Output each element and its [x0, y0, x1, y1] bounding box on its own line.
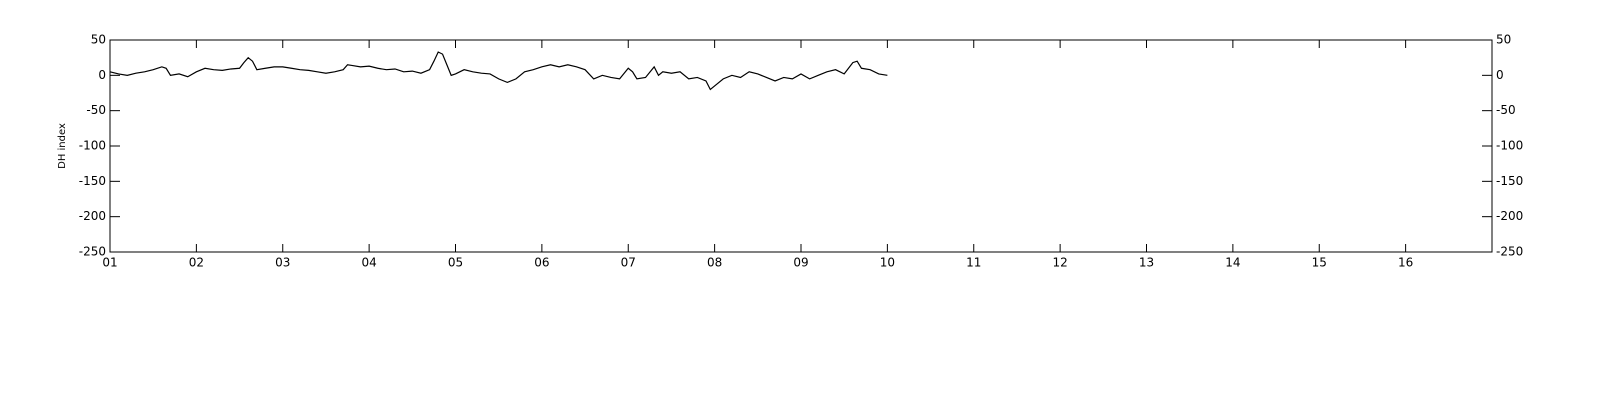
- x-tick-label: 06: [534, 256, 549, 270]
- x-tick-label: 09: [793, 256, 808, 270]
- y2-tick-label: -200: [1496, 209, 1523, 223]
- x-tick-label: 10: [880, 256, 895, 270]
- x-tick-label: 08: [707, 256, 722, 270]
- y-tick-label: -100: [79, 139, 106, 153]
- x-tick-label: 16: [1398, 256, 1413, 270]
- y2-tick-label: -50: [1496, 103, 1516, 117]
- y2-tick-label: -100: [1496, 139, 1523, 153]
- x-tick-label: 05: [448, 256, 463, 270]
- y2-tick-label: 0: [1496, 68, 1504, 82]
- x-tick-label: 01: [102, 256, 117, 270]
- x-tick-label: 15: [1312, 256, 1327, 270]
- y-axis-label: DH index: [57, 123, 68, 169]
- x-tick-label: 11: [966, 256, 981, 270]
- y-tick-label: -150: [79, 174, 106, 188]
- y2-tick-label: -150: [1496, 174, 1523, 188]
- x-tick-label: 14: [1225, 256, 1240, 270]
- data-line: [109, 51, 888, 91]
- x-tick-label: 04: [361, 256, 376, 270]
- y-tick-label: 50: [91, 33, 106, 47]
- y-tick-label: -50: [86, 103, 106, 117]
- y2-tick-label: 50: [1496, 33, 1511, 47]
- x-tick-label: 12: [1052, 256, 1067, 270]
- x-tick-label: 07: [621, 256, 636, 270]
- x-tick-label: 03: [275, 256, 290, 270]
- x-tick-label: 02: [189, 256, 204, 270]
- y2-tick-label: -250: [1496, 245, 1523, 259]
- y-tick-label: 0: [98, 68, 106, 82]
- x-tick-label: 13: [1139, 256, 1154, 270]
- y-tick-label: -250: [79, 245, 106, 259]
- y-tick-label: -200: [79, 209, 106, 223]
